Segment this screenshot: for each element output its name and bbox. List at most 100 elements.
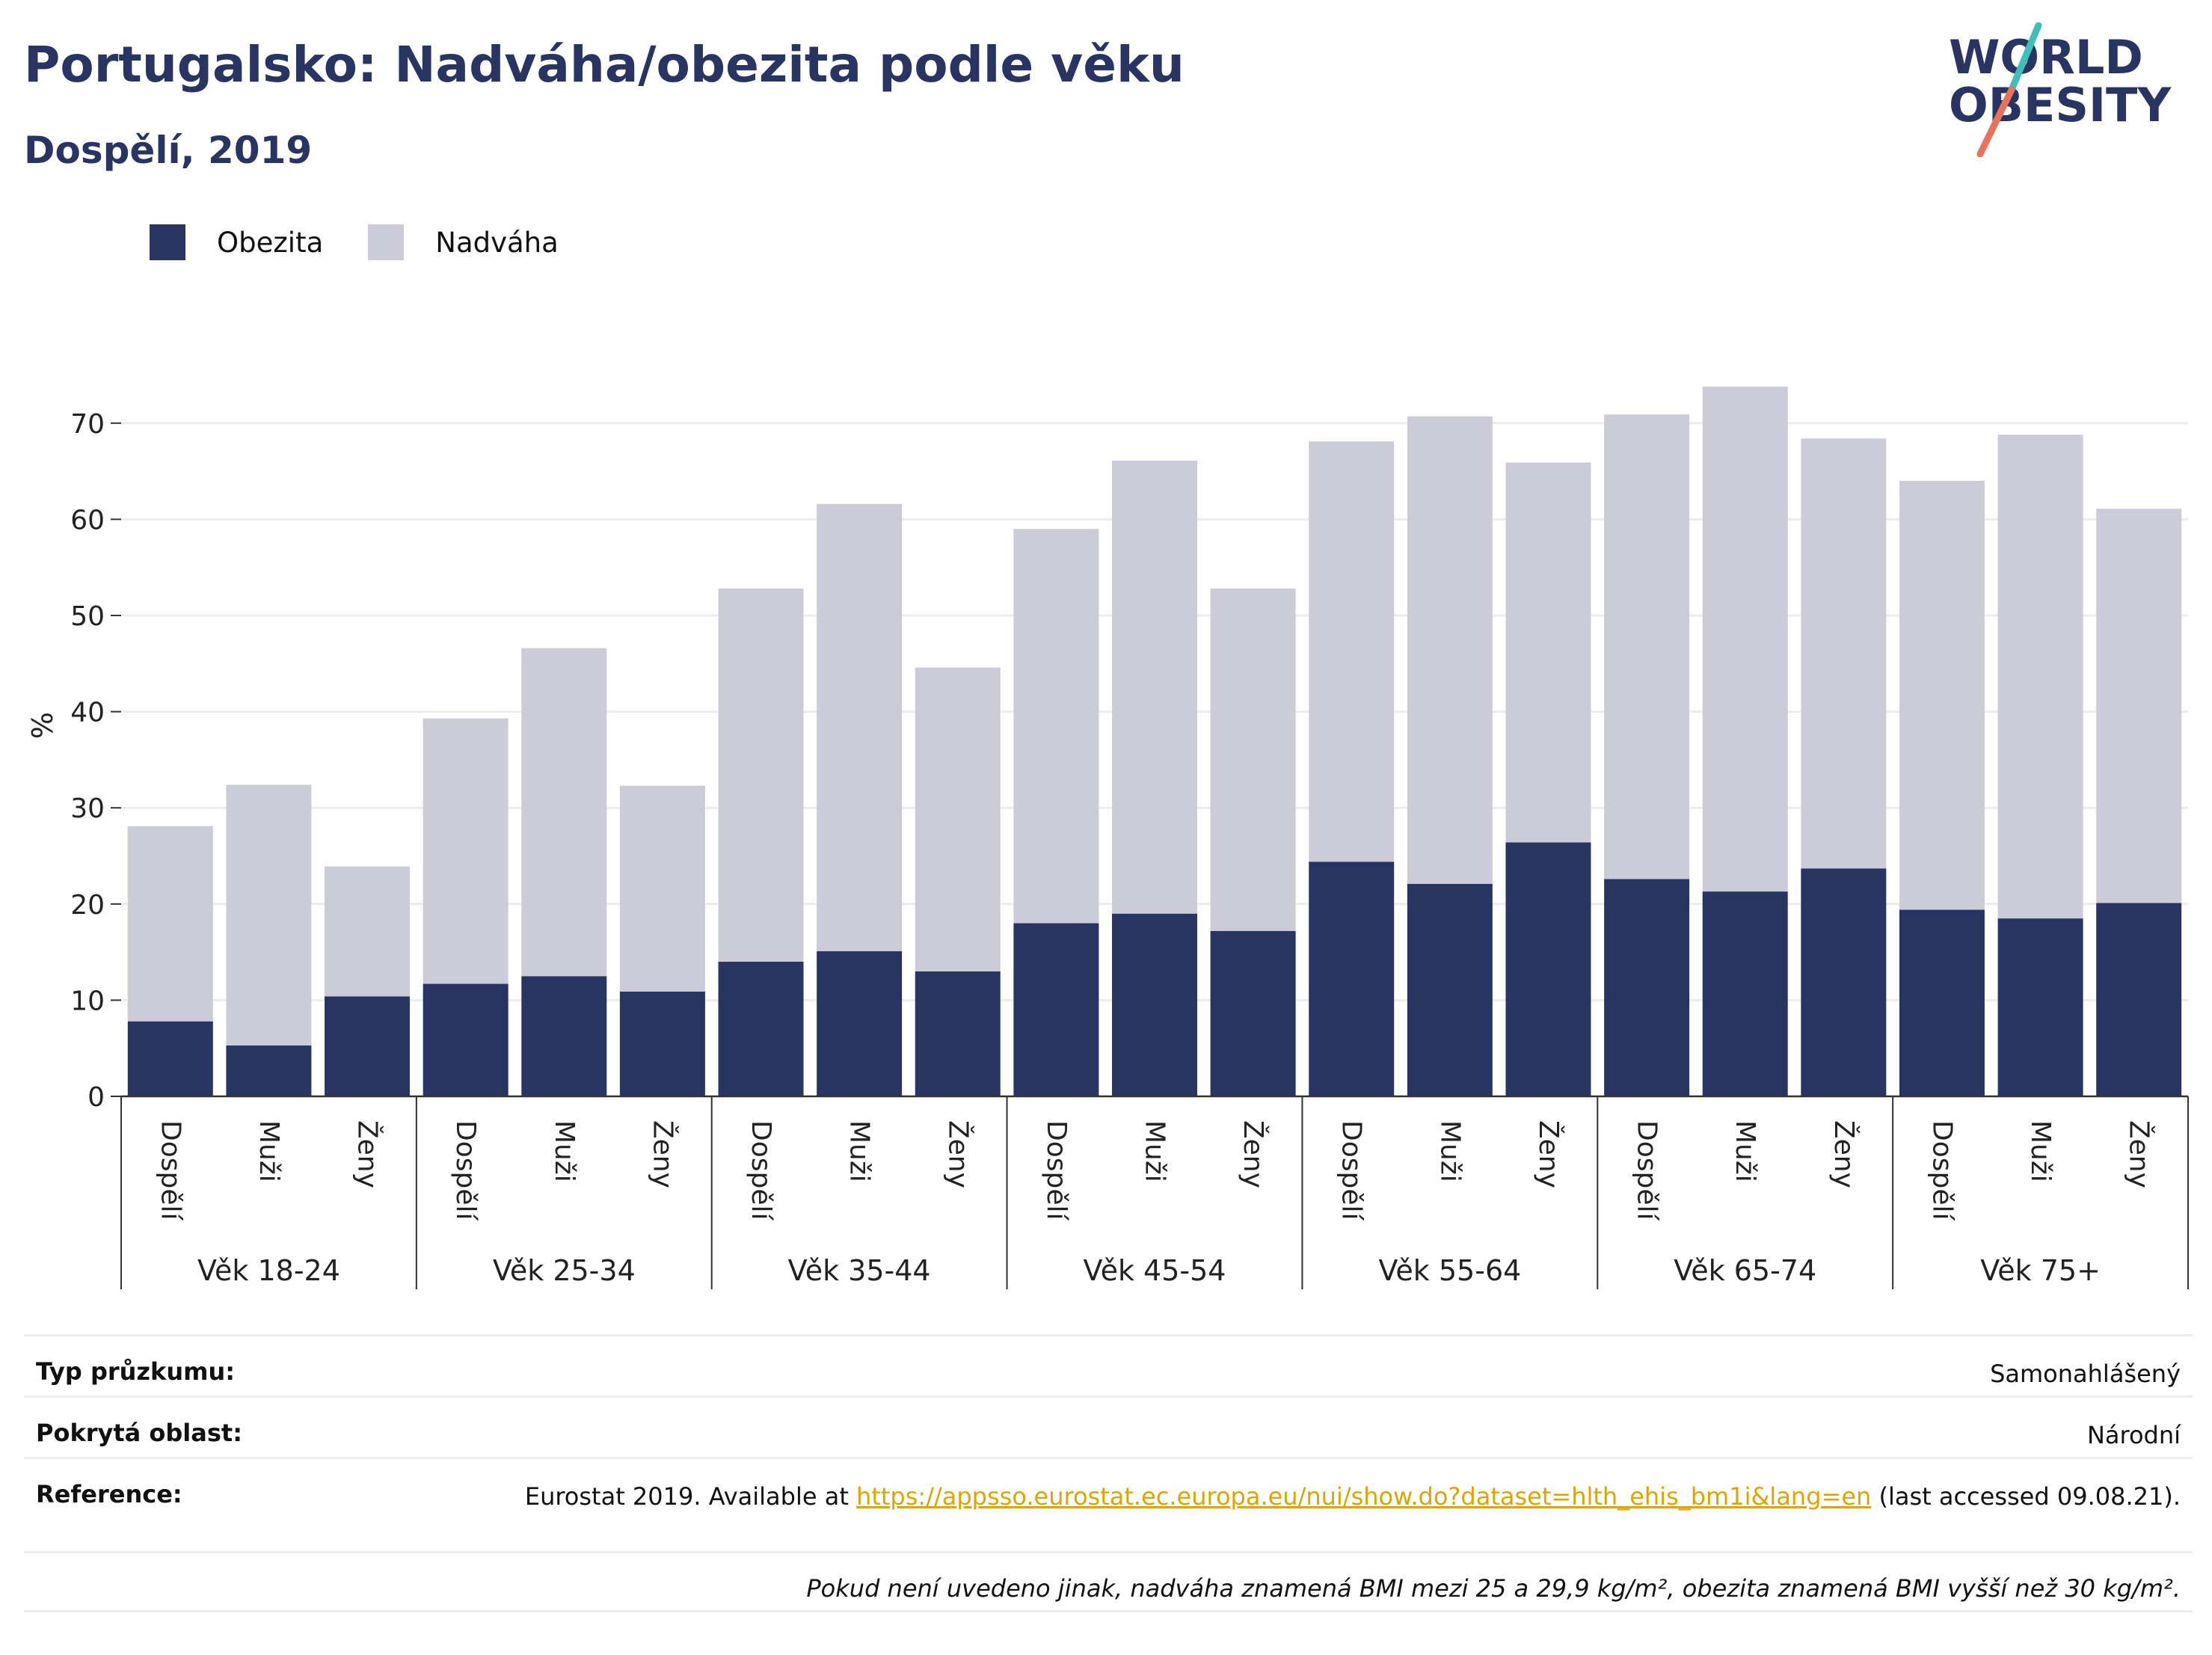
y-tick-label-30: 30 xyxy=(70,793,105,824)
x-category-label-0-2: Ženy xyxy=(352,1120,384,1188)
x-category-label-3-2: Ženy xyxy=(1238,1120,1269,1188)
x-category-label-0-1: Muži xyxy=(254,1120,284,1182)
y-tick-label-10: 10 xyxy=(70,986,105,1016)
x-category-label-2-0: Dospělí xyxy=(746,1120,776,1221)
bar-overweight-4-1 xyxy=(1407,416,1493,884)
bar-obesity-2-0 xyxy=(718,961,804,1096)
bar-overweight-3-0 xyxy=(1013,529,1099,924)
y-axis-label: % xyxy=(26,712,59,739)
bar-obesity-5-1 xyxy=(1702,891,1788,1096)
legend-item-overweight[interactable]: Nadváha xyxy=(368,224,559,260)
x-category-label-5-2: Ženy xyxy=(1828,1120,1860,1188)
reference-value: Eurostat 2019. Available at https://apps… xyxy=(525,1480,2181,1513)
bar-overweight-1-2 xyxy=(619,785,705,992)
x-category-label-6-2: Ženy xyxy=(2124,1120,2155,1188)
legend: Obezita Nadváha xyxy=(150,224,603,260)
world-obesity-logo: WORLD OBESITY xyxy=(1949,22,2172,157)
x-category-label-5-1: Muži xyxy=(1730,1120,1760,1182)
survey-type-label: Typ průzkumu: xyxy=(36,1357,236,1386)
chart-subtitle: Dospělí, 2019 xyxy=(24,129,313,172)
reference-label: Reference: xyxy=(36,1480,182,1508)
bar-overweight-2-2 xyxy=(915,667,1001,971)
logo-slash-top xyxy=(2008,22,2042,93)
reference-link[interactable]: https://appsso.eurostat.ec.europa.eu/nui… xyxy=(856,1482,1872,1511)
bar-obesity-1-1 xyxy=(521,976,607,1096)
logo-word-obesity: OBESITY xyxy=(1949,78,2172,132)
y-tick-label-0: 0 xyxy=(87,1082,105,1113)
bar-overweight-6-0 xyxy=(1899,480,1985,910)
y-tick-label-20: 20 xyxy=(70,890,105,921)
x-group-label-0: Věk 18-24 xyxy=(197,1254,340,1287)
chart-title: Portugalsko: Nadváha/obezita podle věku xyxy=(24,36,1185,93)
bar-obesity-3-1 xyxy=(1112,913,1197,1096)
bar-overweight-6-1 xyxy=(1997,435,2083,919)
legend-swatch-overweight xyxy=(368,224,405,260)
legend-label-overweight: Nadváha xyxy=(435,226,559,259)
bar-obesity-3-2 xyxy=(1210,930,1296,1096)
info-row-reference: Reference: Eurostat 2019. Available at h… xyxy=(24,1457,2193,1551)
info-row-survey-type: Typ průzkumu: Samonahlášený xyxy=(24,1334,2193,1395)
bar-obesity-2-1 xyxy=(817,951,903,1096)
reference-suffix: (last accessed 09.08.21). xyxy=(1871,1482,2181,1511)
y-tick-label-60: 60 xyxy=(70,505,105,535)
x-category-label-6-0: Dospělí xyxy=(1926,1120,1957,1221)
coverage-value: Národní xyxy=(2086,1421,2181,1449)
coverage-label: Pokrytá oblast: xyxy=(36,1419,242,1447)
bar-obesity-1-0 xyxy=(423,983,509,1096)
definition-note: Pokud není uvedeno jinak, nadváha znamen… xyxy=(806,1574,2181,1603)
bar-overweight-2-1 xyxy=(817,503,903,951)
x-category-label-3-0: Dospělí xyxy=(1041,1120,1072,1221)
bar-overweight-1-0 xyxy=(423,718,509,984)
bar-overweight-4-2 xyxy=(1505,462,1591,843)
x-group-label-2: Věk 35-44 xyxy=(788,1254,931,1287)
bar-overweight-5-0 xyxy=(1604,414,1690,879)
x-group-label-4: Věk 55-64 xyxy=(1378,1254,1521,1287)
legend-item-obesity[interactable]: Obezita xyxy=(150,224,323,260)
bar-obesity-4-1 xyxy=(1407,883,1493,1096)
bar-overweight-5-2 xyxy=(1801,438,1887,869)
bar-obesity-5-2 xyxy=(1801,868,1887,1096)
y-tick-label-50: 50 xyxy=(70,601,105,632)
reference-prefix: Eurostat 2019. Available at xyxy=(524,1482,857,1511)
x-group-label-1: Věk 25-34 xyxy=(493,1254,636,1287)
x-group-label-3: Věk 45-54 xyxy=(1084,1254,1226,1287)
bar-overweight-4-0 xyxy=(1309,441,1395,862)
x-category-label-0-0: Dospělí xyxy=(155,1120,185,1221)
bar-obesity-1-2 xyxy=(619,991,705,1096)
bar-overweight-0-1 xyxy=(226,784,312,1045)
info-row-coverage: Pokrytá oblast: Národní xyxy=(24,1395,2193,1457)
y-tick-label-40: 40 xyxy=(70,698,105,728)
bar-overweight-6-2 xyxy=(2096,509,2182,903)
bar-overweight-0-0 xyxy=(127,826,213,1022)
bar-overweight-3-1 xyxy=(1112,460,1197,914)
bar-obesity-6-2 xyxy=(2096,903,2182,1096)
bar-overweight-3-2 xyxy=(1210,588,1296,931)
x-category-label-4-1: Muži xyxy=(1434,1120,1465,1182)
logo-word-world: WORLD xyxy=(1949,30,2143,85)
bar-obesity-6-0 xyxy=(1899,909,1985,1096)
bar-obesity-4-0 xyxy=(1309,862,1395,1096)
info-table: Typ průzkumu: Samonahlášený Pokrytá obla… xyxy=(24,1334,2193,1612)
bar-overweight-5-1 xyxy=(1702,386,1788,892)
x-category-label-3-1: Muži xyxy=(1140,1120,1170,1182)
stacked-bar-chart: 0 10 20 30 40 50 60 70% Dospělí Muži Ženy Věk 18-24… xyxy=(26,386,2189,1289)
bar-obesity-3-0 xyxy=(1013,923,1099,1096)
bar-overweight-0-2 xyxy=(325,866,411,997)
survey-type-value: Samonahlášený xyxy=(1990,1360,2181,1388)
x-category-label-1-0: Dospělí xyxy=(450,1120,481,1221)
bar-obesity-5-0 xyxy=(1604,879,1690,1096)
logo-slash-bottom xyxy=(1976,86,2015,157)
bar-obesity-2-2 xyxy=(915,971,1001,1096)
x-category-label-4-2: Ženy xyxy=(1533,1120,1564,1188)
x-group-label-5: Věk 65-74 xyxy=(1674,1254,1816,1287)
bar-obesity-0-2 xyxy=(325,996,411,1096)
x-category-label-2-2: Ženy xyxy=(942,1120,974,1188)
x-category-label-5-0: Dospělí xyxy=(1632,1120,1662,1221)
y-tick-label-70: 70 xyxy=(70,409,105,440)
info-row-note: Pokud není uvedeno jinak, nadváha znamen… xyxy=(24,1551,2193,1612)
bar-obesity-0-1 xyxy=(226,1045,312,1096)
x-category-label-2-1: Muži xyxy=(844,1120,875,1182)
bar-overweight-1-1 xyxy=(521,648,607,977)
bar-obesity-0-0 xyxy=(127,1021,213,1096)
x-category-label-6-1: Muži xyxy=(2025,1120,2056,1182)
